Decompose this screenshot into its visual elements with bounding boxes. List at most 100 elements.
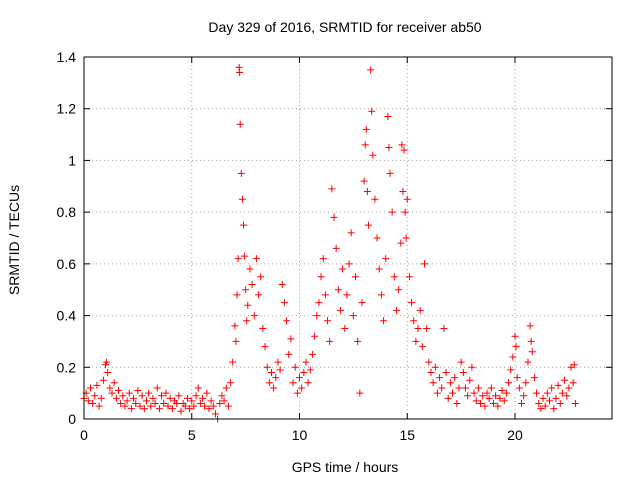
data-point bbox=[246, 265, 254, 273]
data-point bbox=[237, 169, 245, 177]
data-point bbox=[509, 353, 517, 361]
data-point bbox=[158, 392, 166, 400]
data-point bbox=[125, 389, 133, 397]
data-point bbox=[388, 208, 396, 216]
data-point bbox=[112, 394, 120, 402]
data-point bbox=[453, 399, 461, 407]
data-point bbox=[401, 208, 409, 216]
data-point bbox=[438, 384, 446, 392]
data-point bbox=[236, 69, 244, 77]
data-point bbox=[563, 392, 571, 400]
data-point bbox=[194, 384, 202, 392]
data-point bbox=[392, 306, 400, 314]
data-point bbox=[248, 281, 256, 289]
data-point bbox=[341, 325, 349, 332]
x-axis-label: GPS time / hours bbox=[292, 459, 399, 475]
data-point bbox=[537, 405, 545, 413]
data-point bbox=[416, 306, 424, 314]
data-point bbox=[183, 394, 191, 402]
data-point bbox=[270, 384, 278, 392]
data-point bbox=[304, 379, 312, 387]
data-point bbox=[289, 379, 297, 387]
data-point bbox=[142, 397, 150, 405]
data-point bbox=[117, 399, 125, 407]
axis-tick-labels: 0 0.2 0.4 0.6 0.8 1 1.2 1.4 0 5 10 15 20 bbox=[57, 49, 523, 443]
data-point bbox=[168, 405, 176, 413]
data-point bbox=[149, 394, 157, 402]
data-point bbox=[177, 407, 185, 415]
data-point bbox=[451, 374, 459, 382]
data-point bbox=[571, 399, 579, 407]
data-point bbox=[166, 394, 174, 402]
data-point bbox=[147, 402, 155, 410]
data-point bbox=[272, 374, 280, 382]
data-point bbox=[399, 187, 407, 195]
data-point bbox=[492, 392, 500, 400]
data-point bbox=[385, 144, 393, 151]
data-point bbox=[498, 387, 506, 395]
data-point bbox=[505, 379, 513, 387]
data-point bbox=[543, 389, 551, 397]
data-point bbox=[231, 322, 239, 330]
data-point bbox=[444, 394, 452, 402]
data-point bbox=[412, 337, 420, 345]
x-tick-label: 15 bbox=[399, 427, 415, 443]
data-point bbox=[313, 312, 321, 320]
data-point bbox=[546, 397, 554, 405]
data-point bbox=[455, 384, 463, 392]
data-point bbox=[190, 402, 198, 410]
x-tick-label: 20 bbox=[507, 427, 523, 443]
data-point bbox=[243, 317, 251, 325]
data-point bbox=[405, 273, 413, 281]
data-point bbox=[283, 317, 291, 325]
data-point bbox=[527, 337, 535, 345]
data-point bbox=[395, 286, 403, 294]
data-point bbox=[425, 358, 433, 366]
data-point bbox=[440, 325, 448, 332]
data-point bbox=[274, 358, 282, 366]
data-point bbox=[110, 379, 118, 387]
data-point bbox=[570, 361, 578, 369]
data-point bbox=[160, 399, 168, 407]
data-point bbox=[535, 399, 543, 407]
data-point bbox=[507, 366, 515, 374]
data-point bbox=[119, 392, 127, 400]
y-tick-label: 0.8 bbox=[57, 204, 77, 220]
data-point bbox=[239, 221, 247, 229]
data-point bbox=[494, 402, 502, 410]
data-point bbox=[296, 374, 304, 382]
data-point bbox=[367, 66, 375, 74]
data-point bbox=[418, 343, 426, 351]
data-point bbox=[369, 151, 377, 159]
data-point bbox=[134, 387, 142, 395]
data-point bbox=[332, 244, 340, 252]
y-tick-label: 0.4 bbox=[57, 308, 77, 324]
data-point bbox=[244, 301, 252, 309]
data-point bbox=[433, 389, 441, 397]
data-point bbox=[436, 374, 444, 382]
data-point bbox=[127, 405, 135, 413]
data-point bbox=[261, 343, 269, 351]
y-tick-label: 1.4 bbox=[57, 49, 77, 65]
data-point bbox=[216, 399, 224, 407]
y-axis-label: SRMTID / TECUs bbox=[6, 185, 22, 295]
data-point bbox=[93, 381, 101, 389]
data-point bbox=[408, 299, 416, 307]
data-point bbox=[162, 389, 170, 397]
data-point bbox=[138, 392, 146, 400]
data-point bbox=[533, 389, 541, 397]
data-point bbox=[375, 265, 383, 273]
data-point bbox=[334, 286, 342, 294]
data-point bbox=[496, 394, 504, 402]
data-point bbox=[250, 312, 258, 320]
data-point bbox=[548, 384, 556, 392]
data-point bbox=[483, 389, 491, 397]
data-point bbox=[132, 399, 140, 407]
data-point bbox=[410, 317, 418, 325]
data-point bbox=[300, 368, 308, 376]
data-point bbox=[265, 379, 273, 387]
data-point bbox=[477, 399, 485, 407]
data-point bbox=[285, 350, 293, 358]
data-point bbox=[470, 389, 478, 397]
